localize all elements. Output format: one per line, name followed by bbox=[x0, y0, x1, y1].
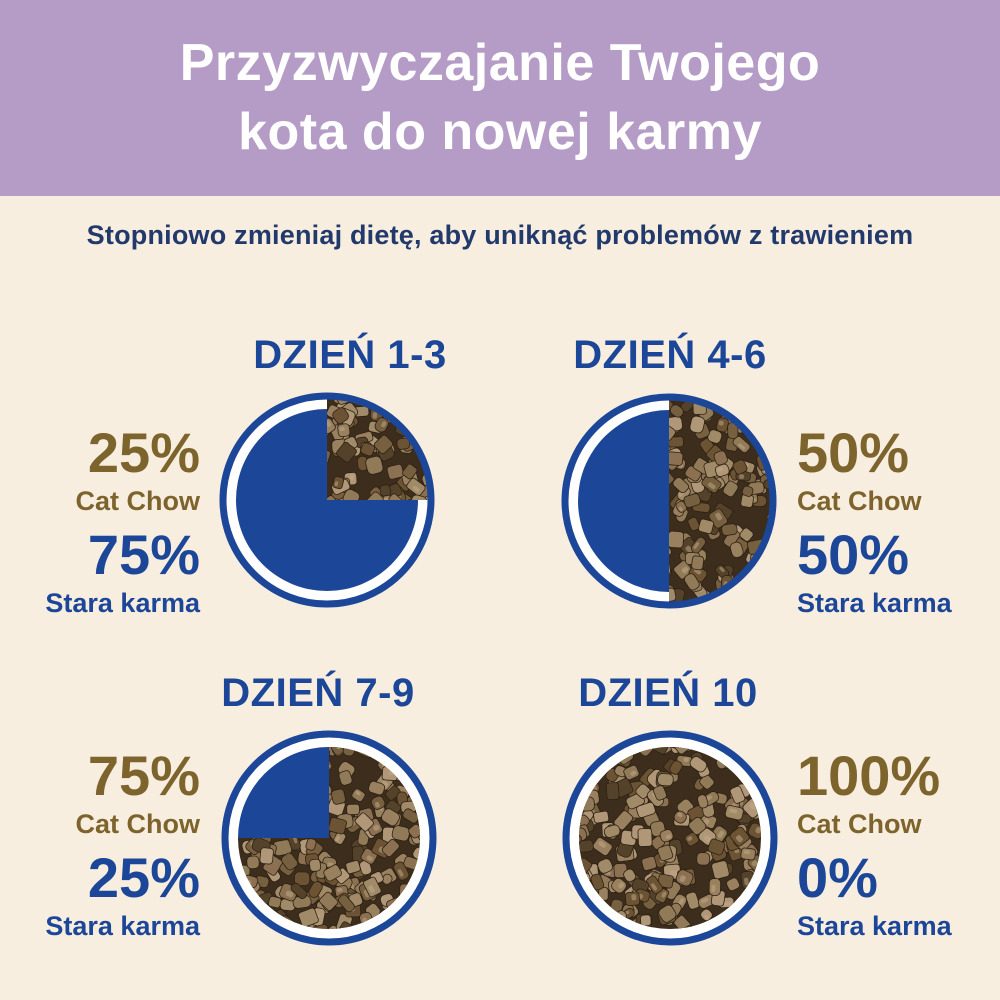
new-food-name: Cat Chow bbox=[75, 809, 201, 839]
old-food-name: Stara karma bbox=[45, 911, 200, 942]
chart-card-day-7-9: DZIEŃ 7-9 75% Cat Chow 25% Stara karma bbox=[0, 663, 500, 1000]
old-food-name: Stara karma bbox=[45, 588, 200, 619]
day-title: DZIEŃ 7-9 bbox=[221, 671, 415, 715]
new-food-name: Cat Chow bbox=[797, 486, 922, 516]
day-title: DZIEŃ 1-3 bbox=[253, 333, 447, 377]
new-food-percent: 75% bbox=[87, 744, 200, 807]
new-food-percent: 100% bbox=[797, 744, 941, 807]
pie-chart-day-7-9 bbox=[221, 730, 437, 946]
old-food-percent: 0% bbox=[797, 846, 878, 910]
page-title-line-1: Przyzwyczajanie Twojego bbox=[179, 34, 821, 93]
new-food-percent: 25% bbox=[87, 421, 200, 484]
pie-chart-day-4-6 bbox=[561, 393, 777, 609]
new-food-name: Cat Chow bbox=[75, 486, 201, 516]
chart-card-day-4-6: DZIEŃ 4-6 50% Cat Chow 50% Stara karma bbox=[500, 325, 1000, 670]
new-food-name: Cat Chow bbox=[797, 809, 922, 839]
percent-labels: 100% Cat Chow 0% Stara karma bbox=[797, 748, 1000, 943]
percent-labels: 25% Cat Chow 75% Stara karma bbox=[0, 425, 200, 620]
old-food-percent: 75% bbox=[87, 523, 200, 587]
old-food-name: Stara karma bbox=[797, 911, 952, 942]
header-banner: Przyzwyczajanie Twojego kota do nowej ka… bbox=[0, 0, 1000, 196]
old-food-percent: 50% bbox=[797, 523, 910, 587]
page-title-line-2: kota do nowej karmy bbox=[238, 103, 762, 161]
percent-labels: 50% Cat Chow 50% Stara karma bbox=[797, 425, 1000, 620]
pie-chart-day-1-3 bbox=[219, 392, 435, 608]
chart-card-day-1-3: DZIEŃ 1-3 25% Cat Chow 75% Stara karma bbox=[0, 325, 500, 670]
percent-labels: 75% Cat Chow 25% Stara karma bbox=[0, 748, 200, 943]
chart-card-day-10: DZIEŃ 10 100% Cat Chow 0% Stara karma bbox=[500, 663, 1000, 1000]
day-title: DZIEŃ 10 bbox=[578, 671, 758, 715]
old-food-percent: 25% bbox=[87, 846, 200, 910]
old-food-name: Stara karma bbox=[797, 588, 952, 619]
pie-chart-day-10 bbox=[562, 730, 778, 946]
day-title: DZIEŃ 4-6 bbox=[573, 333, 767, 377]
subtitle-text: Stopniowo zmieniaj dietę, aby uniknąć pr… bbox=[86, 220, 914, 250]
new-food-percent: 50% bbox=[797, 421, 910, 484]
